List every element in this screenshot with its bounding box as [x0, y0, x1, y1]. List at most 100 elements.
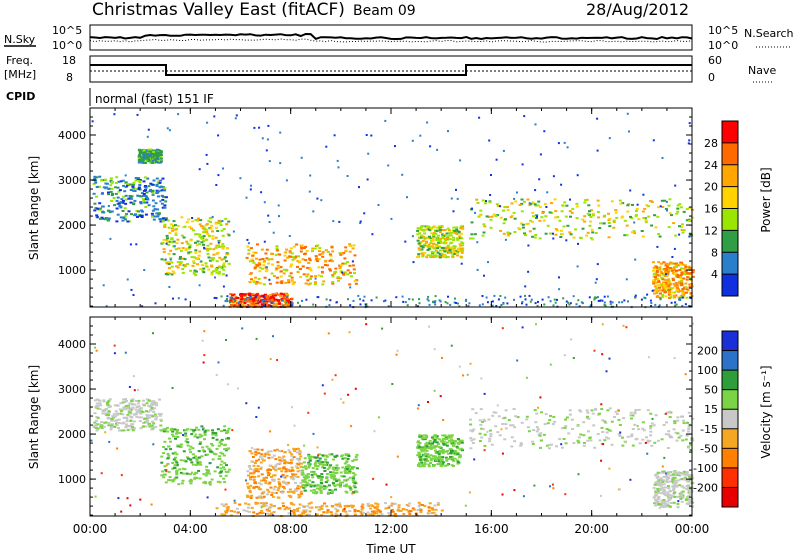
power-ground-cell [382, 300, 385, 303]
power-cell [211, 235, 215, 238]
velocity-noise-cell [133, 389, 136, 392]
velocity-cell [308, 479, 312, 482]
power-cell [207, 220, 211, 223]
power-cell [217, 272, 221, 275]
velocity-cell [145, 410, 148, 413]
power-cell [446, 227, 450, 230]
velocity-cell [314, 506, 318, 509]
velocity-cell [224, 510, 228, 513]
velocity-noise-cell [677, 500, 680, 503]
power-cell [211, 230, 214, 233]
velocity-cell [292, 508, 296, 511]
velocity-cell [285, 461, 289, 464]
velocity-cell [321, 463, 325, 466]
velocity-noise-cell [351, 492, 354, 495]
velocity-cell [328, 489, 332, 491]
velocity-noise-cell [593, 349, 596, 352]
velocity-cell [260, 473, 264, 476]
power-cell [265, 248, 269, 251]
power-cell [651, 269, 655, 272]
velocity-cell [351, 479, 355, 481]
velocity-noise-cell [94, 346, 96, 349]
velocity-noise-cell [646, 452, 649, 455]
power-cell [248, 260, 252, 263]
power-cell [610, 200, 614, 203]
power-noise-cell [504, 238, 507, 241]
power-cell [272, 304, 276, 307]
velocity-cell [256, 448, 260, 451]
power-noise-cell [173, 245, 176, 248]
velocity-cell [302, 505, 306, 508]
velocity-cell [315, 468, 319, 470]
velocity-cell [272, 478, 276, 481]
velocity-noise-cell [600, 459, 603, 462]
power-cell [279, 266, 283, 269]
power-cell [435, 229, 439, 232]
velocity-cell [344, 510, 348, 513]
power-noise-cell [404, 240, 407, 243]
power-cell [167, 226, 171, 229]
velocity-cell [519, 444, 523, 447]
power-noise-cell [560, 183, 563, 186]
power-ground-cell [465, 298, 468, 301]
power-cell [101, 205, 105, 208]
power-cell [529, 202, 533, 205]
velocity-cell [267, 474, 270, 477]
power-noise-cell [642, 193, 645, 196]
velocity-noise-cell [269, 430, 272, 433]
power-ground-cell [609, 303, 612, 306]
velocity-noise-cell [182, 434, 185, 437]
power-cell [289, 265, 293, 268]
power-ground-cell [534, 302, 537, 305]
power-cell [273, 294, 277, 297]
power-cell [139, 214, 143, 217]
power-cell [667, 278, 671, 281]
velocity-cell [634, 409, 638, 411]
velocity-cell [205, 453, 209, 456]
power-cell [655, 281, 659, 284]
velocity-noise-cell [601, 353, 604, 356]
power-noise-cell [487, 261, 489, 264]
velocity-cell [680, 415, 683, 418]
velocity-noise-cell [260, 506, 263, 509]
velocity-cell [278, 450, 282, 453]
velocity-noise-cell [525, 376, 528, 379]
power-noise-cell [265, 266, 268, 269]
velocity-cell [677, 436, 681, 439]
power-cell [318, 250, 321, 253]
y-tick-label: 2000 [58, 428, 86, 441]
power-noise-cell [166, 127, 169, 130]
power-cell [683, 273, 687, 276]
power-noise-cell [132, 294, 135, 296]
velocity-cell [318, 487, 322, 490]
velocity-cell [514, 415, 518, 418]
power-cell [176, 266, 180, 269]
power-noise-cell [266, 138, 269, 141]
power-cell [209, 227, 213, 230]
power-cell [458, 237, 462, 240]
velocity-cell [685, 502, 689, 505]
power-cell [181, 247, 185, 249]
velocity-cell [176, 436, 180, 438]
power-cell [290, 276, 294, 279]
velocity-cell [330, 476, 334, 479]
power-cell [343, 271, 347, 274]
velocity-cell [494, 425, 498, 428]
velocity-cell [423, 458, 427, 461]
velocity-cell [672, 487, 676, 490]
power-cell [530, 220, 534, 223]
power-cell [331, 281, 335, 283]
power-cell [109, 184, 113, 187]
power-cell [306, 273, 310, 276]
power-noise-cell [213, 296, 216, 299]
power-cell [435, 226, 439, 229]
velocity-cell [175, 430, 179, 433]
power-cell [666, 270, 670, 273]
power-noise-cell [333, 134, 336, 137]
velocity-cell [245, 494, 249, 497]
power-cell [231, 301, 235, 304]
power-cell [455, 237, 459, 240]
velocity-cell [686, 496, 690, 499]
power-noise-cell [460, 262, 463, 265]
velocity-cell [676, 416, 680, 419]
